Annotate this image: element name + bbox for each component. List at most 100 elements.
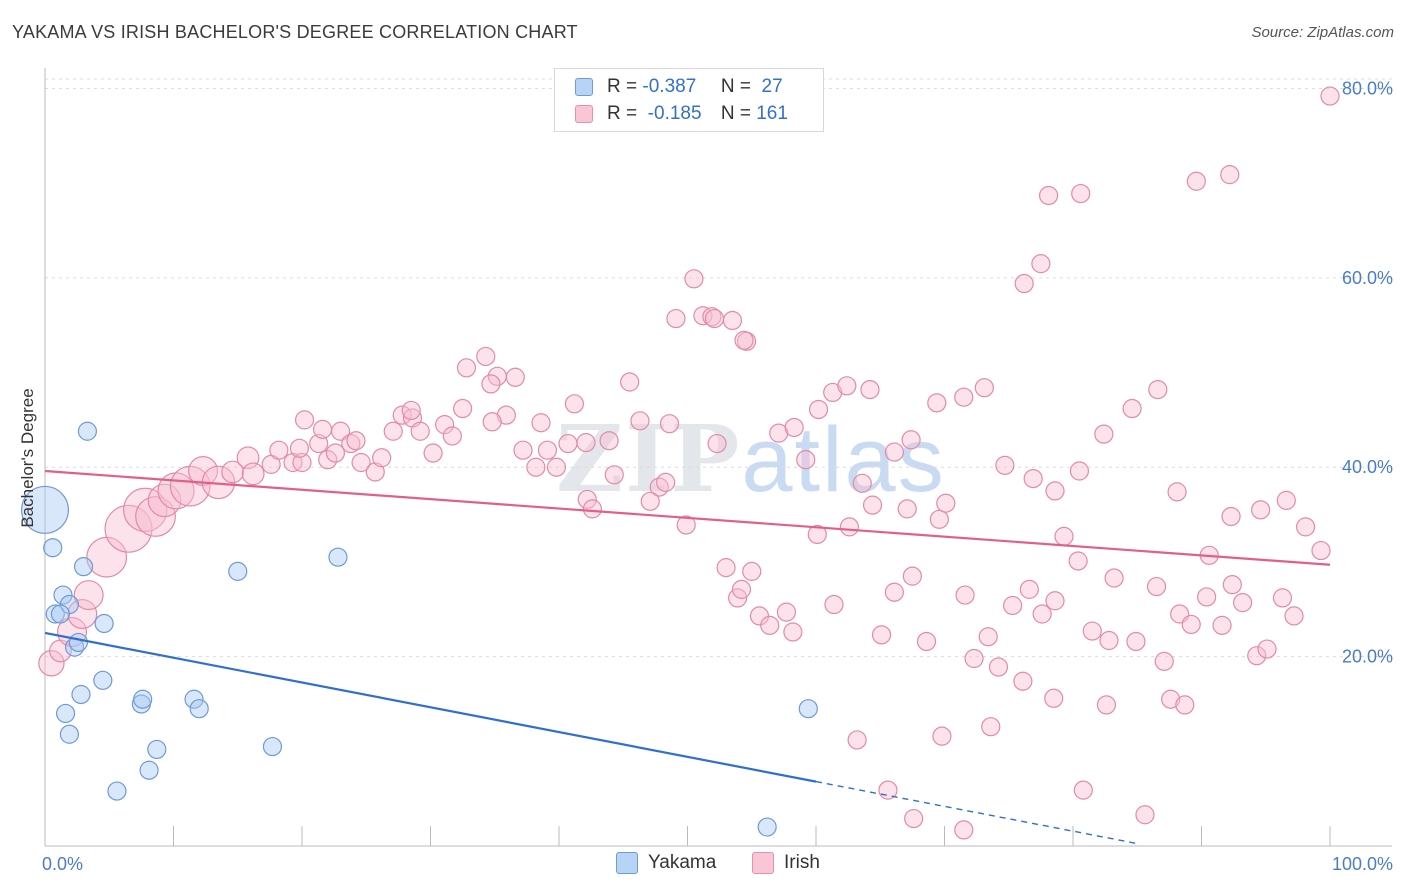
- irish-point: [620, 372, 640, 392]
- irish-point: [582, 499, 603, 519]
- irish-point: [546, 457, 567, 477]
- y-axis-label: Bachelor's Degree: [18, 388, 37, 527]
- x-tick-label: 100.0%: [1332, 854, 1393, 874]
- irish-point: [365, 462, 385, 482]
- irish-point: [1148, 379, 1168, 400]
- irish-point: [1161, 689, 1181, 709]
- irish-point: [604, 465, 624, 485]
- irish-point: [73, 580, 104, 611]
- irish-point: [401, 400, 421, 421]
- irish-legend-swatch: [752, 852, 774, 874]
- legend-item-yakama[interactable]: Yakama: [616, 852, 716, 874]
- irish-point: [1082, 621, 1102, 641]
- irish-point: [630, 411, 650, 431]
- series-legend: Yakama Irish: [0, 852, 1406, 876]
- irish-point: [1069, 461, 1090, 481]
- irish-point: [862, 495, 883, 515]
- irish-point: [1044, 688, 1064, 708]
- chart-title: YAKAMA VS IRISH BACHELOR'S DEGREE CORREL…: [12, 22, 578, 42]
- irish-point: [1272, 588, 1293, 608]
- irish-point: [995, 455, 1015, 475]
- irish-point: [513, 440, 533, 460]
- irish-point: [742, 561, 762, 581]
- irish-point: [505, 367, 525, 387]
- irish-point: [564, 394, 585, 414]
- irish-r-value: -0.185: [647, 103, 702, 124]
- y-tick-label: 40.0%: [1342, 457, 1393, 477]
- r-label: R =: [607, 103, 638, 124]
- irish-point: [1099, 630, 1119, 651]
- irish-point: [1045, 591, 1065, 611]
- irish-point: [1220, 165, 1240, 185]
- yakama-point: [228, 561, 248, 581]
- n-label: N =: [720, 76, 751, 97]
- trend-lines: [44, 469, 1331, 845]
- irish-point: [292, 452, 312, 473]
- irish-point: [904, 808, 924, 829]
- irish-point: [807, 524, 827, 545]
- irish-point: [346, 431, 366, 451]
- irish-point: [1320, 86, 1340, 106]
- irish-point: [1175, 695, 1195, 715]
- yakama-point: [328, 547, 348, 567]
- irish-point: [1071, 183, 1091, 204]
- irish-point: [169, 465, 211, 507]
- legend-row-yakama: R = -0.387 N = 27: [575, 74, 783, 100]
- irish-point: [837, 376, 857, 396]
- irish-point: [1122, 398, 1142, 419]
- irish-point: [656, 472, 676, 492]
- irish-point: [1031, 254, 1051, 274]
- irish-point: [722, 310, 743, 331]
- irish-point: [1311, 540, 1331, 561]
- irish-point: [783, 622, 803, 642]
- irish-point: [309, 433, 329, 454]
- tick-labels: 20.0% 40.0% 60.0% 80.0% 0.0% 100.0%: [42, 78, 1393, 874]
- y-tick-label: 80.0%: [1342, 78, 1393, 98]
- irish-point: [929, 509, 949, 529]
- irish-point: [1019, 579, 1039, 599]
- irish-point: [734, 330, 754, 350]
- irish-point: [901, 430, 921, 450]
- stats-legend: R = -0.387 N = 27 R = -0.185 N = 161: [554, 68, 824, 132]
- irish-point: [954, 820, 974, 840]
- irish-point: [902, 566, 922, 586]
- irish-point: [776, 602, 797, 622]
- y-tick-label: 20.0%: [1342, 647, 1393, 667]
- legend-item-irish[interactable]: Irish: [752, 852, 820, 874]
- irish-point: [1054, 526, 1074, 546]
- irish-point: [936, 493, 956, 513]
- irish-point: [1257, 639, 1277, 659]
- irish-point: [824, 594, 844, 615]
- irish-points: [38, 86, 1340, 840]
- irish-point: [423, 443, 443, 463]
- watermark-atlas: atlas: [741, 409, 946, 511]
- irish-point: [1276, 490, 1296, 510]
- irish-point: [435, 415, 455, 435]
- irish-point: [784, 417, 804, 438]
- irish-point: [1295, 517, 1316, 537]
- irish-point: [871, 625, 892, 645]
- irish-swatch: [575, 105, 593, 123]
- irish-point: [1135, 805, 1155, 825]
- yakama-point: [139, 760, 159, 780]
- source-label: Source: ZipAtlas.com: [1251, 24, 1394, 41]
- irish-point: [954, 387, 974, 407]
- r-label: R =: [607, 76, 638, 97]
- irish-point: [1222, 575, 1242, 595]
- yakama-n-value: 27: [761, 76, 783, 97]
- yakama-point: [757, 817, 777, 837]
- irish-point: [1013, 671, 1033, 691]
- yakama-point: [107, 781, 127, 801]
- irish-point: [796, 450, 816, 470]
- yakama-trend-line: [44, 631, 817, 783]
- irish-point: [1247, 646, 1267, 666]
- irish-point: [1094, 424, 1114, 444]
- irish-point: [666, 308, 686, 329]
- irish-point: [659, 414, 680, 434]
- irish-point: [221, 460, 245, 484]
- irish-point: [927, 393, 947, 413]
- yakama-point: [53, 585, 73, 605]
- yakama-point: [68, 632, 89, 653]
- irish-point: [372, 448, 392, 468]
